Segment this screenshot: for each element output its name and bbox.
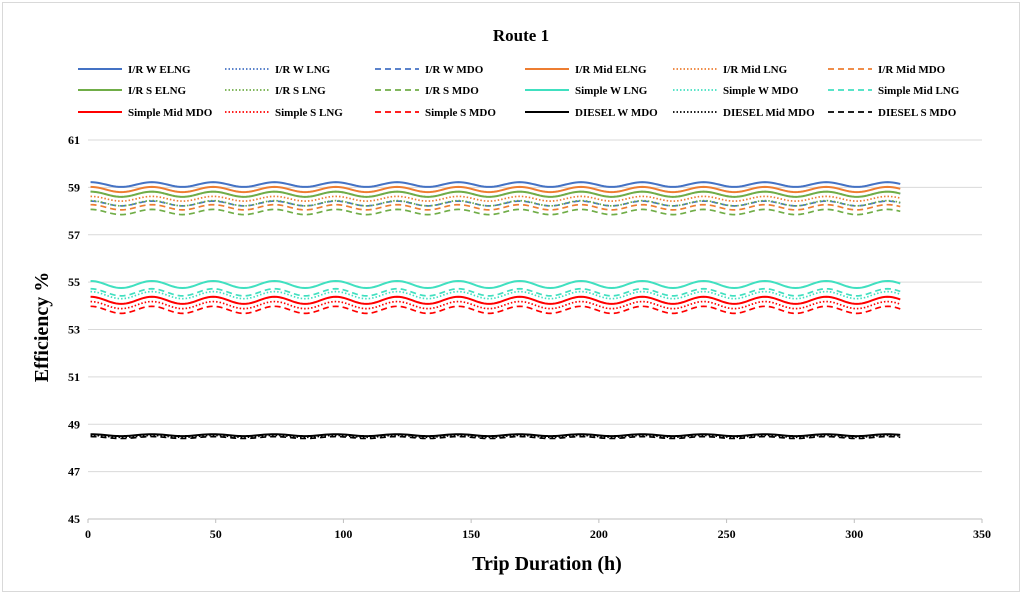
y-tick-label: 47 <box>68 465 80 479</box>
legend-label: I/R W MDO <box>425 64 484 76</box>
y-tick-label: 49 <box>68 417 80 431</box>
series-line-i-r-mid-elng <box>90 185 901 194</box>
legend: I/R W ELNG I/R W LNG I/R W MDO I/R Mid ELNG… <box>78 64 960 119</box>
y-tick-label: 61 <box>68 133 80 147</box>
legend-label: Simple S LNG <box>275 107 343 119</box>
legend-label: I/R W ELNG <box>128 64 191 76</box>
x-tick-label: 300 <box>845 527 863 541</box>
series-lines <box>90 181 901 440</box>
series-line-i-r-s-lng <box>90 199 901 207</box>
legend-label: DIESEL Mid MDO <box>723 107 815 119</box>
y-tick-label: 57 <box>68 228 80 242</box>
x-tick-label: 200 <box>590 527 608 541</box>
series-line-diesel-w-mdo <box>90 433 901 438</box>
x-tick-label: 150 <box>462 527 480 541</box>
series-line-simple-w-mdo <box>90 290 901 300</box>
series-line-diesel-mid-mdo <box>90 434 901 439</box>
y-axis-title: Efficiency % <box>31 272 53 383</box>
legend-label: Simple W LNG <box>575 85 648 97</box>
series-line-i-r-s-mdo <box>90 208 901 216</box>
series-line-i-r-mid-mdo <box>90 203 901 211</box>
chart-area <box>2 2 1020 592</box>
legend-label: I/R S MDO <box>425 85 479 97</box>
series-line-i-r-mid-lng <box>90 195 901 202</box>
x-axis-title: Trip Duration (h) <box>472 553 622 575</box>
y-tick-label: 59 <box>68 180 80 194</box>
y-tick-label: 55 <box>68 275 80 289</box>
legend-label: Simple W MDO <box>723 85 799 97</box>
legend-label: I/R Mid ELNG <box>575 64 647 76</box>
legend-label: Simple Mid MDO <box>128 107 213 119</box>
x-tick-label: 250 <box>718 527 736 541</box>
legend-label: I/R Mid LNG <box>723 64 788 76</box>
chart-title: Route 1 <box>493 26 549 45</box>
series-line-simple-s-lng <box>90 300 901 310</box>
legend-label: Simple Mid LNG <box>878 85 960 97</box>
legend-label: I/R S LNG <box>275 85 326 97</box>
series-line-diesel-s-mdo <box>90 435 901 440</box>
series-line-simple-mid-lng <box>90 287 901 297</box>
series-line-simple-w-lng <box>90 279 901 290</box>
x-tick-label: 100 <box>334 527 352 541</box>
legend-label: I/R W LNG <box>275 64 331 76</box>
legend-label: I/R S ELNG <box>128 85 187 97</box>
legend-label: DIESEL W MDO <box>575 107 658 119</box>
axes: 45 47 49 51 53 55 57 59 61 0 50 100 150 200 250 300 350 <box>68 133 991 541</box>
y-tick-label: 53 <box>68 323 80 337</box>
series-line-i-r-w-elng <box>90 181 901 188</box>
y-tick-label: 45 <box>68 512 80 526</box>
series-line-simple-mid-mdo <box>90 295 901 305</box>
legend-label: DIESEL S MDO <box>878 107 957 119</box>
x-tick-label: 0 <box>85 527 91 541</box>
legend-label: Simple S MDO <box>425 107 496 119</box>
series-line-i-r-s-elng <box>90 190 901 198</box>
x-tick-label: 350 <box>973 527 991 541</box>
y-tick-label: 51 <box>68 370 80 384</box>
legend-label: I/R Mid MDO <box>878 64 946 76</box>
x-tick-label: 50 <box>210 527 222 541</box>
